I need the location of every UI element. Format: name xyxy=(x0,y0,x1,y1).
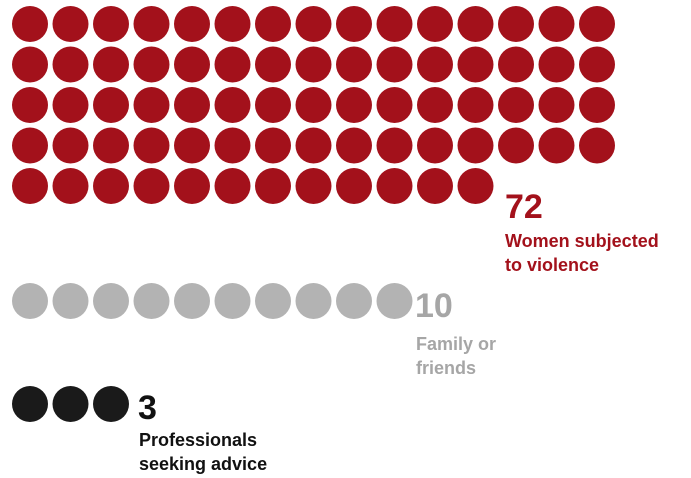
women-dot xyxy=(12,87,48,123)
women-dot xyxy=(214,168,251,204)
women-dot xyxy=(457,168,494,204)
women-dot xyxy=(498,127,534,164)
family-dot xyxy=(174,283,210,319)
women-dot xyxy=(93,87,129,123)
women-dot xyxy=(133,46,170,83)
family-dot xyxy=(52,283,89,319)
women-dot xyxy=(498,46,534,83)
women-dot xyxy=(133,6,170,42)
professionals-dot xyxy=(12,386,48,422)
family-dots-group xyxy=(12,283,413,319)
women-dot xyxy=(417,168,453,204)
women-dot xyxy=(579,6,615,42)
women-dot xyxy=(457,87,494,123)
women-dot xyxy=(295,127,332,164)
family-value-label: 10 xyxy=(415,287,453,325)
women-dot xyxy=(214,127,251,164)
women-dots-group xyxy=(12,6,615,204)
women-dot xyxy=(498,6,534,42)
family-dot xyxy=(336,283,372,319)
women-dot xyxy=(498,87,534,123)
women-dot xyxy=(255,87,291,123)
women-dot xyxy=(538,87,575,123)
professionals-value-label: 3 xyxy=(138,389,157,427)
women-dot xyxy=(538,6,575,42)
family-label-line-2: friends xyxy=(416,358,476,378)
women-dot xyxy=(336,46,372,83)
women-dot xyxy=(93,168,129,204)
professionals-label-line-1: Professionals xyxy=(139,430,257,450)
women-dot xyxy=(52,46,89,83)
women-dot xyxy=(93,46,129,83)
women-dot xyxy=(174,46,210,83)
women-dot xyxy=(214,87,251,123)
women-dot xyxy=(93,6,129,42)
family-label-line-1: Family or xyxy=(416,334,496,354)
women-dot xyxy=(255,6,291,42)
women-dot xyxy=(255,46,291,83)
family-dot xyxy=(255,283,291,319)
women-dot xyxy=(376,87,413,123)
women-dot xyxy=(133,87,170,123)
women-dot xyxy=(12,6,48,42)
women-label-line-1: Women subjected xyxy=(505,231,659,251)
women-dot xyxy=(174,127,210,164)
women-dot xyxy=(579,127,615,164)
women-dot xyxy=(12,46,48,83)
women-dot xyxy=(52,168,89,204)
women-dot xyxy=(417,6,453,42)
women-dot xyxy=(376,6,413,42)
women-dot xyxy=(376,46,413,83)
women-dot xyxy=(52,127,89,164)
women-dot xyxy=(255,127,291,164)
women-dot xyxy=(417,127,453,164)
women-dot xyxy=(457,127,494,164)
women-dot xyxy=(93,127,129,164)
women-dot xyxy=(255,168,291,204)
women-dot xyxy=(336,127,372,164)
women-dot xyxy=(336,87,372,123)
women-dot xyxy=(52,6,89,42)
women-dot xyxy=(457,46,494,83)
family-dot xyxy=(12,283,48,319)
women-dot xyxy=(376,127,413,164)
women-dot xyxy=(174,87,210,123)
women-dot xyxy=(538,127,575,164)
women-dot xyxy=(174,6,210,42)
women-dot xyxy=(538,46,575,83)
women-dot xyxy=(579,46,615,83)
women-dot xyxy=(295,87,332,123)
professionals-dot xyxy=(93,386,129,422)
women-dot xyxy=(133,168,170,204)
women-dot xyxy=(214,46,251,83)
women-label-line-2: to violence xyxy=(505,255,599,275)
women-dot xyxy=(376,168,413,204)
women-dot xyxy=(417,46,453,83)
professionals-dot xyxy=(52,386,89,422)
family-dot xyxy=(214,283,251,319)
women-dot xyxy=(336,6,372,42)
women-value-label: 72 xyxy=(505,188,543,226)
women-dot xyxy=(12,127,48,164)
family-dot xyxy=(93,283,129,319)
women-dot xyxy=(133,127,170,164)
women-dot xyxy=(457,6,494,42)
family-dot xyxy=(133,283,170,319)
women-dot xyxy=(214,6,251,42)
women-dot xyxy=(52,87,89,123)
family-dot xyxy=(376,283,413,319)
women-dot xyxy=(295,168,332,204)
women-dot xyxy=(12,168,48,204)
women-dot xyxy=(174,168,210,204)
women-dot xyxy=(336,168,372,204)
professionals-dots-group xyxy=(12,386,129,422)
women-dot xyxy=(417,87,453,123)
women-dot xyxy=(295,46,332,83)
family-dot xyxy=(295,283,332,319)
women-dot xyxy=(295,6,332,42)
professionals-label-line-2: seeking advice xyxy=(139,454,267,474)
women-dot xyxy=(579,87,615,123)
